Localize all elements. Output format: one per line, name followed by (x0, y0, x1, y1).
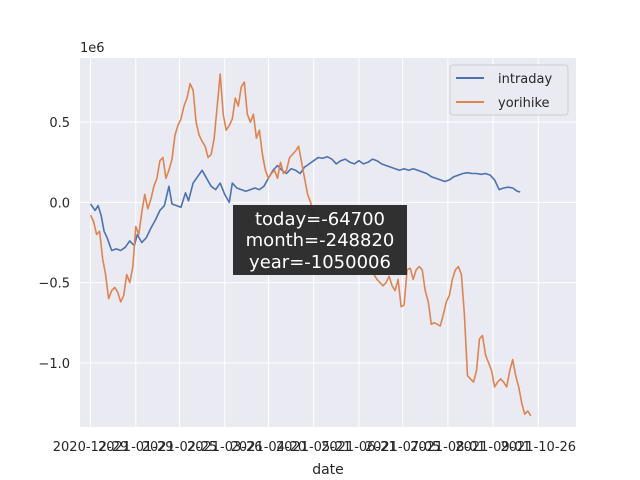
y-axis-ticks: −1.0 −0.5 0.0 0.5 (38, 116, 70, 372)
annotation-year: year=-1050006 (249, 252, 391, 273)
annotation-box: today=-64700 month=-248820 year=-1050006 (233, 205, 407, 275)
x-axis-label: date (312, 462, 344, 478)
x-tick-label: 2021-09-01 (455, 440, 531, 455)
series-layer (89, 73, 532, 417)
x-axis-ticks: 2020-12-292021-01-292021-02-252021-03-26… (53, 440, 576, 455)
x-tick-label: 2021-07-05 (365, 440, 441, 455)
annotation-month: month=-248820 (246, 230, 395, 251)
x-tick-label: 2021-10-26 (501, 440, 577, 455)
series-line-yorihike (89, 73, 532, 417)
x-tick-label: 2020-12-29 (53, 440, 129, 455)
legend: intraday yorihike (449, 64, 569, 116)
x-tick-label: 2021-08-01 (410, 440, 486, 455)
legend-label-intraday: intraday (498, 72, 552, 87)
series-line-intraday (89, 155, 521, 252)
y-tick-label: −0.5 (38, 277, 70, 292)
x-tick-label: 2021-05-21 (276, 440, 352, 455)
annotation-background (233, 205, 407, 275)
y-tick-label: 0.5 (49, 116, 70, 131)
x-tick-label: 2021-02-25 (142, 440, 218, 455)
annotation-today: today=-64700 (255, 209, 385, 230)
x-tick-label: 2021-06-21 (321, 440, 397, 455)
x-tick-label: 2021-04-20 (231, 440, 307, 455)
x-tick-label: 2021-03-26 (187, 440, 263, 455)
y-offset-text: 1e6 (80, 41, 105, 56)
x-tick-label: 2021-01-29 (98, 440, 174, 455)
y-tick-label: −1.0 (38, 357, 70, 372)
y-tick-label: 0.0 (49, 196, 70, 211)
legend-label-yorihike: yorihike (498, 96, 550, 111)
